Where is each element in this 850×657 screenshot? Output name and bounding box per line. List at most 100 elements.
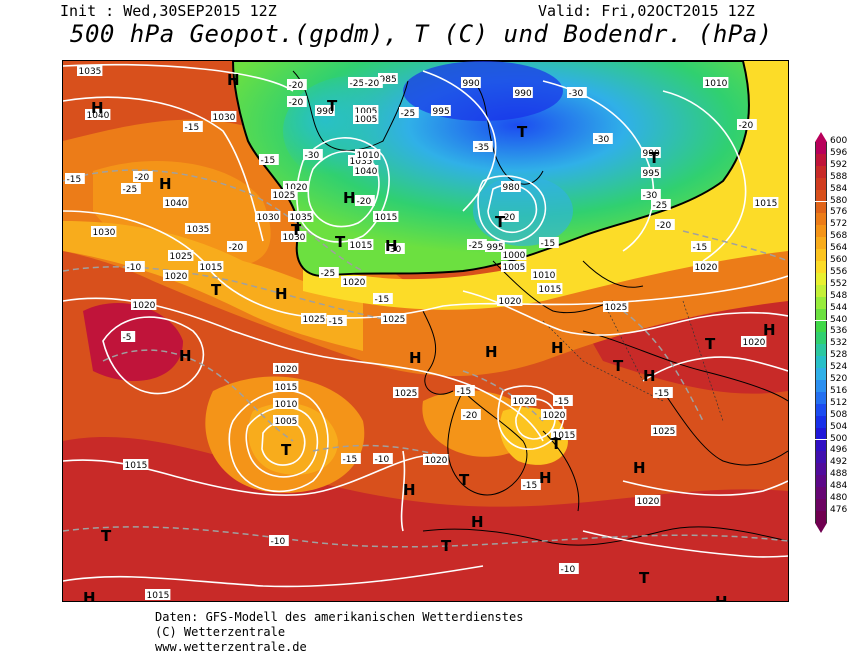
isotherm-label: -30: [567, 87, 587, 99]
isotherm-label: -10: [269, 535, 289, 547]
svg-text:1015: 1015: [125, 461, 148, 471]
isobar-label: 1010: [531, 269, 557, 281]
svg-text:1010: 1010: [275, 400, 298, 410]
svg-text:-20: -20: [289, 81, 304, 91]
isobar-label: 1020: [273, 363, 299, 375]
footer-copyright: (C) Wetterzentrale: [155, 625, 286, 639]
isobar-label: 1005: [353, 113, 379, 125]
svg-text:1035: 1035: [187, 225, 210, 235]
svg-text:-15: -15: [555, 397, 570, 407]
isotherm-label: -15: [521, 479, 541, 491]
svg-text:-20: -20: [289, 98, 304, 108]
svg-text:-30: -30: [387, 245, 402, 255]
legend-swatch: [815, 189, 827, 202]
high-pressure-marker: H: [409, 349, 422, 367]
isobar-label: 1015: [537, 283, 563, 295]
high-pressure-marker: H: [385, 237, 398, 255]
isotherm-label: -25: [348, 77, 368, 89]
svg-text:995: 995: [433, 107, 450, 117]
svg-text:1030: 1030: [93, 228, 116, 238]
isobar-label: 1010: [355, 149, 381, 161]
legend-swatch: [815, 463, 827, 476]
svg-text:-15: -15: [343, 455, 358, 465]
isobar-label: 1030: [211, 111, 237, 123]
legend-label: 540: [830, 314, 848, 325]
isobar-label: 995: [641, 167, 661, 179]
high-pressure-marker: H: [643, 367, 656, 385]
isobar-label: 1015: [198, 261, 224, 273]
isotherm-label: -15: [553, 395, 573, 407]
isobar-label: 985: [378, 73, 398, 85]
isotherm-label: -15: [183, 121, 203, 133]
legend-top-arrow: [815, 132, 827, 142]
low-pressure-marker: T: [495, 213, 506, 231]
isobar-label: 1005: [501, 261, 527, 273]
svg-text:1015: 1015: [275, 383, 298, 393]
isobar-label: 990: [461, 77, 481, 89]
legend-swatch: [815, 475, 827, 488]
low-pressure-marker: T: [211, 281, 222, 299]
svg-text:1035: 1035: [290, 213, 313, 223]
high-pressure-marker: H: [179, 347, 192, 365]
low-pressure-marker: T: [281, 441, 292, 459]
low-pressure-marker: T: [441, 537, 452, 555]
legend-swatch: [815, 142, 827, 154]
isotherm-label: -30: [303, 149, 323, 161]
svg-text:990: 990: [317, 107, 334, 117]
svg-text:-30: -30: [643, 191, 658, 201]
legend-swatch: [815, 201, 827, 214]
isotherms: [63, 169, 788, 548]
isobar-label: 1025: [168, 250, 194, 262]
high-pressure-marker: H: [715, 593, 728, 601]
high-pressure-marker: H: [633, 459, 646, 477]
isobar-label: 990: [513, 87, 533, 99]
isobar-label: 1020: [341, 276, 367, 288]
legend-label: 500: [830, 433, 848, 444]
isotherm-label: -10: [373, 453, 393, 465]
legend-swatch: [815, 177, 827, 190]
isobar-label: 995: [485, 241, 505, 253]
svg-text:990: 990: [643, 149, 660, 159]
svg-text:-30: -30: [595, 135, 610, 145]
isobar-label: 1025: [603, 301, 629, 313]
svg-text:1025: 1025: [653, 427, 676, 437]
isobar-label: 1025: [393, 387, 419, 399]
svg-text:1015: 1015: [350, 241, 373, 251]
isobar-label: 1025: [651, 425, 677, 437]
svg-text:-25: -25: [123, 185, 138, 195]
svg-text:1035: 1035: [79, 67, 102, 77]
svg-text:1010: 1010: [357, 151, 380, 161]
legend-label: 532: [830, 338, 848, 349]
svg-text:-20: -20: [657, 221, 672, 231]
legend-swatch: [815, 391, 827, 404]
legend-swatch: [815, 510, 827, 523]
isobar-label: 1015: [145, 589, 171, 601]
legend-label: 536: [830, 326, 848, 337]
isobar-label: 1035: [185, 223, 211, 235]
legend-label: 572: [830, 219, 848, 230]
isotherm-label: -15: [327, 315, 347, 327]
legend-swatch: [815, 272, 827, 285]
isotherm-label: -20: [655, 219, 675, 231]
high-pressure-marker: H: [471, 513, 484, 531]
low-pressure-marker: T: [291, 221, 302, 239]
isobar-label: 1020: [163, 270, 189, 282]
isotherm-label: -10: [559, 563, 579, 575]
isobar-label: 1005: [273, 415, 299, 427]
low-pressure-marker: T: [335, 233, 346, 251]
isotherm-label: -25: [467, 239, 487, 251]
isobar-label: 1015: [373, 211, 399, 223]
isotherm-label: -15: [539, 237, 559, 249]
legend-swatch: [815, 439, 827, 452]
svg-text:1005: 1005: [275, 417, 298, 427]
isobar-label: 1015: [123, 459, 149, 471]
isotherm-label: -15: [65, 173, 85, 185]
svg-text:1015: 1015: [200, 263, 223, 273]
legend-swatch: [815, 380, 827, 392]
isobar-label: 1010: [273, 398, 299, 410]
legend-label: 568: [830, 231, 848, 242]
svg-text:995: 995: [487, 243, 504, 253]
isotherm-label: -20: [133, 171, 153, 183]
isotherm-label: -20: [363, 77, 383, 89]
legend-label: 596: [830, 147, 848, 158]
